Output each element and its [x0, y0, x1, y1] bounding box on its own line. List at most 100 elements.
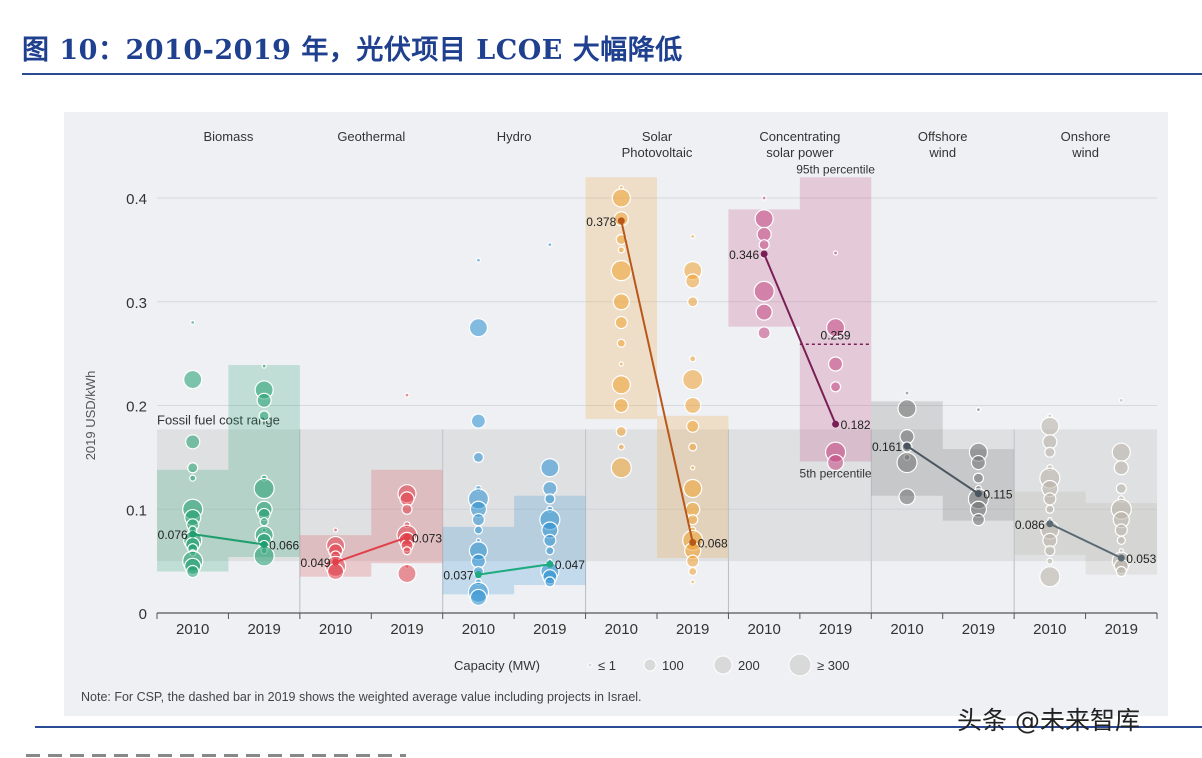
- project-point: [827, 356, 844, 372]
- project-point: [611, 188, 631, 208]
- project-point: [470, 413, 487, 429]
- x-tick-label: 2019: [1105, 621, 1138, 638]
- project-point: [688, 442, 698, 452]
- project-point: [753, 280, 775, 302]
- project-point: [614, 315, 628, 330]
- project-point: [547, 242, 553, 248]
- trend-line: [906, 445, 979, 495]
- project-point: [1115, 565, 1127, 578]
- category-label: Biomass: [203, 129, 253, 144]
- category-label: Geothermal: [337, 129, 405, 144]
- project-point: [253, 477, 275, 500]
- x-tick-label: 2010: [747, 621, 780, 638]
- project-point: [1111, 442, 1131, 462]
- project-point: [682, 368, 704, 391]
- legend-item-label: 100: [662, 658, 684, 673]
- x-tick-label: 2010: [890, 621, 923, 638]
- trend-line: [478, 563, 551, 576]
- project-point: [618, 361, 624, 367]
- value-label: 0.047: [555, 558, 585, 572]
- project-point: [402, 546, 412, 556]
- project-point: [471, 513, 486, 527]
- trend-line: [763, 253, 837, 425]
- value-label: 0.115: [983, 488, 1012, 502]
- category-label: Solar: [642, 129, 673, 144]
- project-point: [185, 434, 201, 450]
- legend-marker: [788, 653, 812, 677]
- value-label: 0.068: [698, 536, 728, 550]
- project-point: [825, 318, 846, 338]
- project-point: [612, 293, 630, 311]
- weighted-average-point: [832, 420, 840, 428]
- x-tick-label: 2019: [676, 621, 709, 638]
- x-tick-label: 2010: [176, 621, 209, 638]
- project-point: [261, 363, 267, 369]
- project-point: [686, 554, 700, 568]
- fossil-fuel-label: Fossil fuel cost range: [157, 412, 280, 427]
- weighted-average-point: [617, 217, 625, 225]
- project-point: [971, 513, 986, 527]
- value-label: 0.378: [586, 215, 616, 229]
- project-point: [544, 576, 556, 588]
- project-point: [832, 250, 839, 256]
- x-tick-label: 2019: [390, 621, 423, 638]
- project-point: [259, 517, 269, 527]
- project-point: [540, 458, 560, 478]
- trend-line: [1049, 522, 1122, 559]
- project-point: [970, 454, 987, 471]
- project-point: [1044, 545, 1056, 557]
- project-point: [545, 546, 555, 556]
- project-point: [617, 443, 625, 451]
- y-axis-label: 2019 USD/kWh: [83, 371, 98, 461]
- category-label: Offshore: [918, 129, 968, 144]
- x-tick-label: 2019: [533, 621, 566, 638]
- category-label: Photovoltaic: [622, 145, 693, 160]
- project-point: [975, 407, 982, 413]
- project-point: [754, 209, 774, 229]
- x-tick-label: 2010: [462, 621, 495, 638]
- category-label: Hydro: [497, 129, 532, 144]
- category-label: Concentrating: [759, 129, 840, 144]
- legend-marker: [587, 662, 593, 668]
- project-point: [610, 457, 632, 479]
- value-label: 0.086: [1015, 518, 1045, 532]
- legend-item-label: ≤ 1: [598, 658, 616, 673]
- weighted-average-point: [403, 533, 411, 541]
- chart-note: Note: For CSP, the dashed bar in 2019 sh…: [81, 690, 642, 704]
- project-point: [404, 392, 410, 398]
- weighted-average-point: [474, 571, 482, 579]
- weighted-average-point: [903, 442, 911, 450]
- project-point: [616, 338, 626, 348]
- project-point: [1113, 460, 1129, 476]
- value-label: 0.037: [443, 569, 473, 583]
- project-point: [397, 563, 417, 584]
- project-point: [610, 260, 632, 282]
- y-tick-label: 0: [139, 606, 147, 623]
- category-label: wind: [928, 145, 956, 160]
- weighted-average-point: [189, 530, 197, 538]
- project-point: [686, 419, 700, 433]
- legend-marker: [713, 655, 733, 675]
- x-tick-label: 2010: [1033, 621, 1066, 638]
- project-point: [544, 493, 556, 505]
- project-point: [688, 566, 698, 577]
- x-tick-label: 2010: [319, 621, 352, 638]
- project-point: [256, 392, 272, 408]
- project-point: [904, 390, 910, 396]
- value-label: 0.182: [841, 418, 871, 432]
- legend-item-label: ≥ 300: [817, 658, 849, 673]
- weighted-average-point: [689, 538, 697, 546]
- weighted-average-point: [332, 558, 340, 566]
- project-point: [683, 478, 703, 499]
- y-tick-label: 0.2: [126, 399, 147, 416]
- project-point: [1043, 492, 1057, 506]
- project-point: [401, 503, 413, 515]
- bottom-rule: [35, 726, 1202, 728]
- project-point: [761, 195, 767, 201]
- trend-line: [620, 220, 694, 543]
- project-point: [896, 451, 918, 474]
- project-point: [690, 465, 696, 471]
- weighted-average-point: [760, 250, 768, 258]
- project-point: [613, 397, 629, 414]
